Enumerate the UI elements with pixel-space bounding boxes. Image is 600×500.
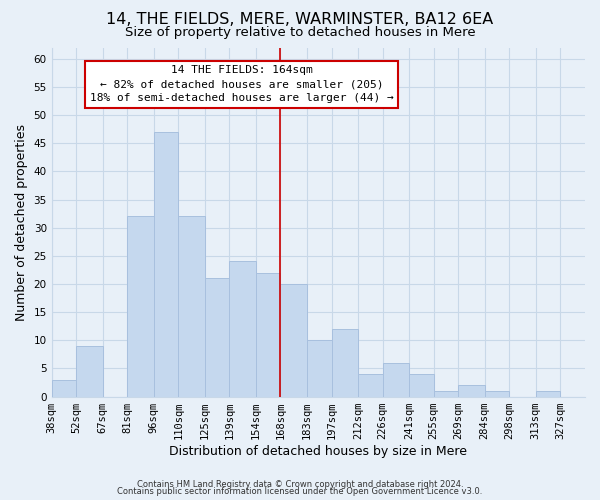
Bar bbox=[383, 363, 409, 396]
Bar bbox=[205, 278, 229, 396]
Bar bbox=[358, 374, 383, 396]
Bar bbox=[256, 272, 280, 396]
Bar bbox=[154, 132, 178, 396]
Bar bbox=[178, 216, 205, 396]
Bar bbox=[229, 262, 256, 396]
Bar bbox=[332, 329, 358, 396]
Text: Contains HM Land Registry data © Crown copyright and database right 2024.: Contains HM Land Registry data © Crown c… bbox=[137, 480, 463, 489]
Y-axis label: Number of detached properties: Number of detached properties bbox=[15, 124, 28, 320]
Text: Size of property relative to detached houses in Mere: Size of property relative to detached ho… bbox=[125, 26, 475, 39]
Bar bbox=[52, 380, 76, 396]
Bar bbox=[409, 374, 434, 396]
Bar bbox=[76, 346, 103, 397]
Text: 14 THE FIELDS: 164sqm
← 82% of detached houses are smaller (205)
18% of semi-det: 14 THE FIELDS: 164sqm ← 82% of detached … bbox=[90, 65, 394, 103]
Bar bbox=[485, 391, 509, 396]
Bar bbox=[458, 386, 485, 396]
Bar bbox=[307, 340, 332, 396]
Bar bbox=[280, 284, 307, 397]
X-axis label: Distribution of detached houses by size in Mere: Distribution of detached houses by size … bbox=[169, 444, 467, 458]
Bar bbox=[434, 391, 458, 396]
Bar bbox=[127, 216, 154, 396]
Text: Contains public sector information licensed under the Open Government Licence v3: Contains public sector information licen… bbox=[118, 487, 482, 496]
Text: 14, THE FIELDS, MERE, WARMINSTER, BA12 6EA: 14, THE FIELDS, MERE, WARMINSTER, BA12 6… bbox=[106, 12, 494, 28]
Bar bbox=[536, 391, 560, 396]
